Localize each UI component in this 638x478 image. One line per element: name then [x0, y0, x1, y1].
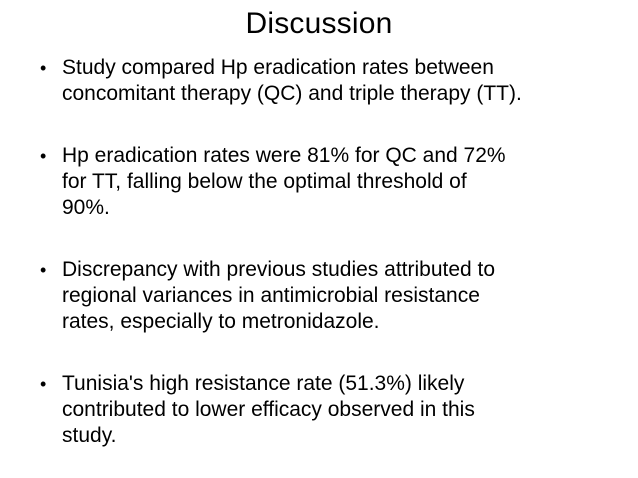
bullet-icon: •: [40, 374, 47, 394]
bullet-text: Hp eradication rates were 81% for QC and…: [62, 144, 506, 219]
bullet-item: • Study compared Hp eradication rates bet…: [40, 55, 610, 107]
bullet-text: Study compared Hp eradication rates betw…: [62, 56, 522, 105]
bullet-item: • Hp eradication rates were 81% for QC an…: [40, 143, 610, 221]
bullet-icon: •: [40, 58, 47, 78]
bullet-item: • Discrepancy with previous studies attri…: [40, 257, 610, 335]
bullet-text: Tunisia's high resistance rate (51.3%) l…: [62, 372, 475, 447]
bullet-icon: •: [40, 260, 47, 280]
bullet-item: • Tunisia's high resistance rate (51.3%) …: [40, 371, 610, 449]
bullet-icon: •: [40, 146, 47, 166]
slide-title: Discussion: [245, 7, 393, 40]
bullet-list: • Study compared Hp eradication rates bet…: [0, 55, 638, 449]
bullet-text: Discrepancy with previous studies attrib…: [62, 258, 496, 333]
